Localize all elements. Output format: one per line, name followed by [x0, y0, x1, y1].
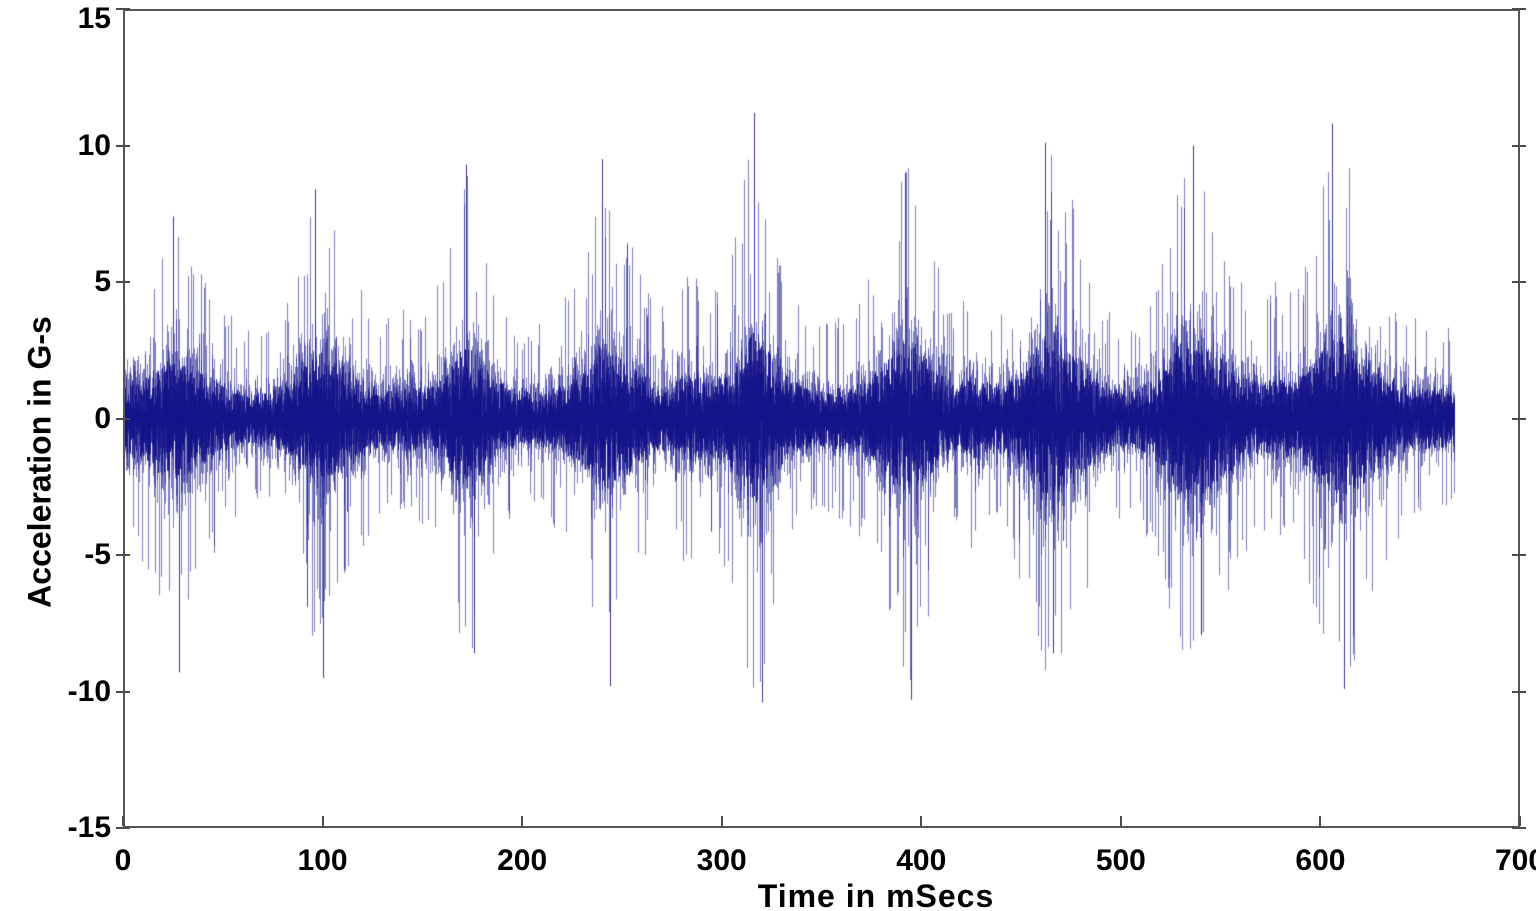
y-tick-mark	[116, 8, 130, 10]
x-tick-mark	[521, 816, 524, 826]
y-tick-label: 10	[77, 128, 111, 162]
x-tick-mark	[720, 816, 723, 826]
x-tick-label: 500	[1095, 844, 1146, 877]
waveform-canvas	[123, 9, 1520, 828]
y-tick-label: -10	[67, 674, 111, 708]
x-tick-mark	[920, 816, 923, 826]
y-tick-mark-right	[1512, 827, 1526, 829]
y-tick-label: 15	[77, 2, 111, 35]
x-tick-mark	[1519, 816, 1521, 826]
x-tick-label: 700	[1494, 844, 1536, 877]
y-tick-mark-right	[1512, 690, 1526, 693]
x-axis-title: Time in mSecs	[757, 878, 995, 911]
y-tick-mark-right	[1512, 144, 1526, 147]
y-tick-mark-right	[1512, 8, 1526, 10]
x-tick-mark	[321, 816, 324, 826]
x-tick-mark	[1319, 816, 1322, 826]
x-tick-mark	[122, 816, 124, 826]
y-tick-mark	[116, 827, 130, 829]
y-tick-mark-right	[1512, 417, 1526, 420]
y-tick-mark-right	[1512, 281, 1526, 283]
x-tick-label: 100	[297, 844, 348, 877]
y-tick-label: 0	[94, 401, 111, 435]
y-tick-label: -15	[67, 811, 111, 844]
x-tick-label: 400	[896, 844, 947, 877]
y-tick-mark-right	[1512, 554, 1526, 556]
y-tick-mark	[116, 690, 130, 693]
x-tick-label: 300	[696, 844, 747, 877]
x-tick-label: 600	[1295, 844, 1346, 877]
x-tick-mark	[1119, 816, 1122, 826]
x-tick-label: 200	[497, 844, 548, 877]
y-tick-mark	[116, 144, 130, 147]
x-tick-label: 0	[114, 844, 132, 877]
y-tick-mark	[116, 281, 130, 283]
y-tick-label: -5	[84, 538, 111, 571]
y-tick-mark	[116, 554, 130, 556]
y-tick-label: 5	[94, 265, 111, 298]
y-tick-mark	[116, 417, 130, 420]
